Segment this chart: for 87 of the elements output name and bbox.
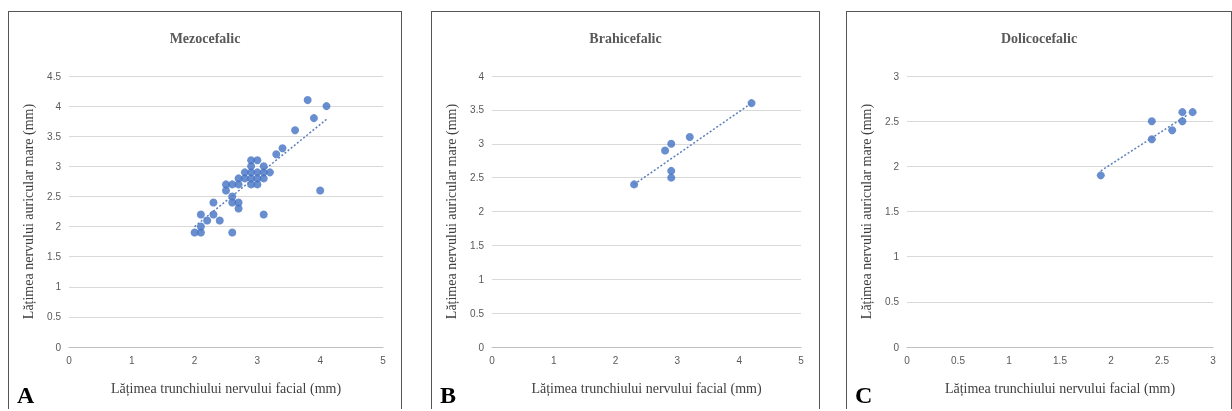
y-tick-label: 1 [478, 273, 485, 285]
x-tick-label: 0 [489, 354, 496, 366]
y-tick-label: 0.5 [47, 311, 62, 323]
point [203, 216, 212, 225]
y-axis-title: Lățimea nervului auricular mare (mm) [443, 103, 460, 320]
point [1178, 108, 1187, 117]
y-tick-label: 3 [478, 138, 485, 150]
x-tick-label: 1 [129, 354, 136, 366]
y-axis-title: Lățimea nervului auricular mare (mm) [858, 103, 875, 320]
point [309, 114, 318, 123]
y-tick-label: 1 [893, 251, 900, 263]
point [303, 96, 312, 105]
y-tick-label: 4 [478, 70, 485, 82]
y-tick-label: 2 [55, 221, 62, 233]
y-tick-label: 2 [478, 206, 485, 217]
x-tick-label: 3 [254, 354, 261, 366]
x-tick-label: 0.5 [951, 354, 966, 366]
y-tick-label: 0 [893, 341, 900, 353]
chart-title: Dolicocefalic [1000, 30, 1078, 46]
text: A [17, 382, 35, 408]
x-axis-title: Lățimea trunchiului nervului facial (mm) [531, 380, 762, 397]
point [209, 198, 218, 207]
x-tick-label: 0 [66, 354, 73, 366]
y-tick-label: 3 [55, 160, 62, 172]
point [667, 166, 676, 175]
point [316, 186, 325, 195]
point [1188, 108, 1197, 117]
x-tick-label: 4 [736, 354, 743, 366]
x-tick-label: 5 [798, 354, 805, 366]
point [196, 210, 205, 219]
y-tick-label: 2.5 [47, 190, 62, 202]
chart-title: Mezocefalic [169, 30, 241, 46]
point [272, 150, 281, 159]
point [253, 156, 262, 165]
x-tick-label: 1.5 [1053, 354, 1068, 366]
text: C [855, 382, 873, 408]
x-tick-label: 2 [1108, 354, 1115, 366]
y-tick-label: 2.5 [885, 115, 900, 127]
point [259, 210, 268, 219]
point [278, 144, 287, 153]
y-axis-title: Lățimea nervului auricular mare (mm) [20, 103, 37, 320]
y-tick-label: 2 [893, 160, 900, 172]
x-tick-label: 0 [904, 354, 911, 366]
x-tick-label: 3 [674, 354, 681, 366]
point [1168, 126, 1177, 135]
point [215, 216, 224, 225]
y-tick-label: 3.5 [47, 130, 62, 142]
y-tick-label: 1.5 [470, 239, 485, 251]
x-tick-label: 2 [612, 354, 619, 366]
y-tick-label: 1.5 [47, 251, 62, 263]
x-tick-label: 1 [1006, 354, 1013, 366]
point [661, 146, 670, 155]
x-tick-label: 3 [1210, 354, 1217, 366]
x-tick-label: 4 [317, 354, 324, 366]
point [667, 173, 676, 182]
point [228, 228, 237, 237]
point [259, 162, 268, 171]
y-tick-label: 0.5 [885, 296, 900, 308]
text: B [440, 382, 457, 408]
x-tick-label: 5 [380, 354, 387, 366]
chart-title: Brahicefalic [589, 30, 662, 46]
point [1147, 117, 1156, 126]
y-tick-label: 0.5 [470, 307, 485, 319]
x-tick-label: 2 [191, 354, 198, 366]
y-tick-label: 1 [55, 281, 62, 293]
y-tick-label: 1.5 [885, 206, 900, 217]
point [265, 168, 274, 177]
y-tick-label: 4 [55, 100, 62, 112]
point [322, 102, 331, 111]
x-axis-title: Lățimea trunchiului nervului facial (mm) [944, 380, 1176, 397]
y-tick-label: 0 [478, 341, 485, 353]
y-tick-label: 2.5 [470, 172, 485, 184]
y-tick-label: 4.5 [47, 70, 62, 82]
y-tick-label: 0 [55, 341, 62, 353]
x-tick-label: 2.5 [1155, 354, 1170, 366]
point [196, 222, 205, 231]
point [685, 132, 694, 141]
point [630, 180, 639, 189]
point [234, 204, 243, 213]
point [291, 126, 300, 135]
point [1096, 171, 1105, 180]
y-tick-label: 3.5 [470, 104, 485, 116]
point [667, 139, 676, 148]
point [747, 99, 756, 108]
y-tick-label: 3 [893, 70, 900, 82]
x-tick-label: 1 [551, 354, 558, 366]
x-axis-title: Lățimea trunchiului nervului facial (mm) [110, 380, 342, 397]
